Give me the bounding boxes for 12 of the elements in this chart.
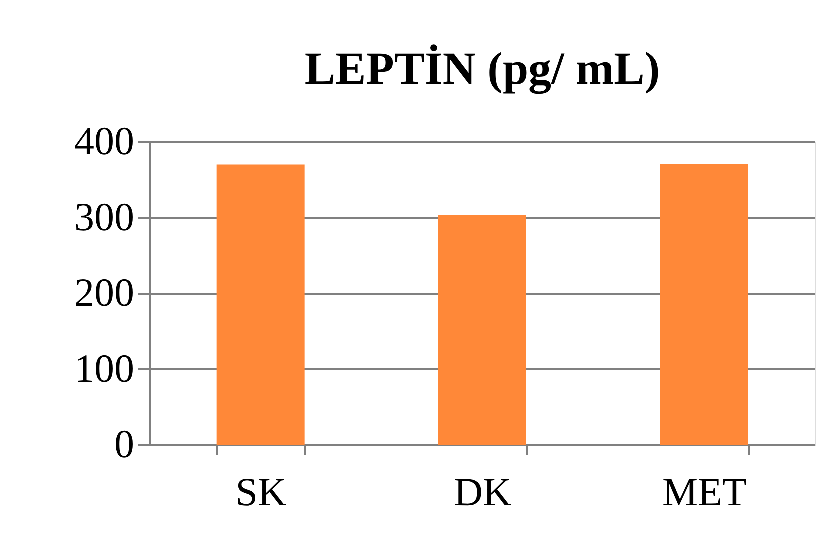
- x-tick-label: SK: [236, 470, 288, 514]
- y-tick-label: 400: [74, 118, 134, 164]
- x-tick-label: MET: [662, 470, 747, 514]
- bar: [438, 215, 526, 445]
- bar: [216, 164, 305, 445]
- x-tick-label: DK: [454, 470, 512, 514]
- y-tick-label: 200: [74, 270, 134, 315]
- bar: [660, 164, 748, 445]
- y-tick-label: 0: [114, 422, 134, 466]
- y-tick-label: 300: [74, 194, 134, 240]
- y-tick-label: 100: [74, 346, 134, 391]
- chart-title: LEPTİN (pg/ mL): [304, 43, 660, 95]
